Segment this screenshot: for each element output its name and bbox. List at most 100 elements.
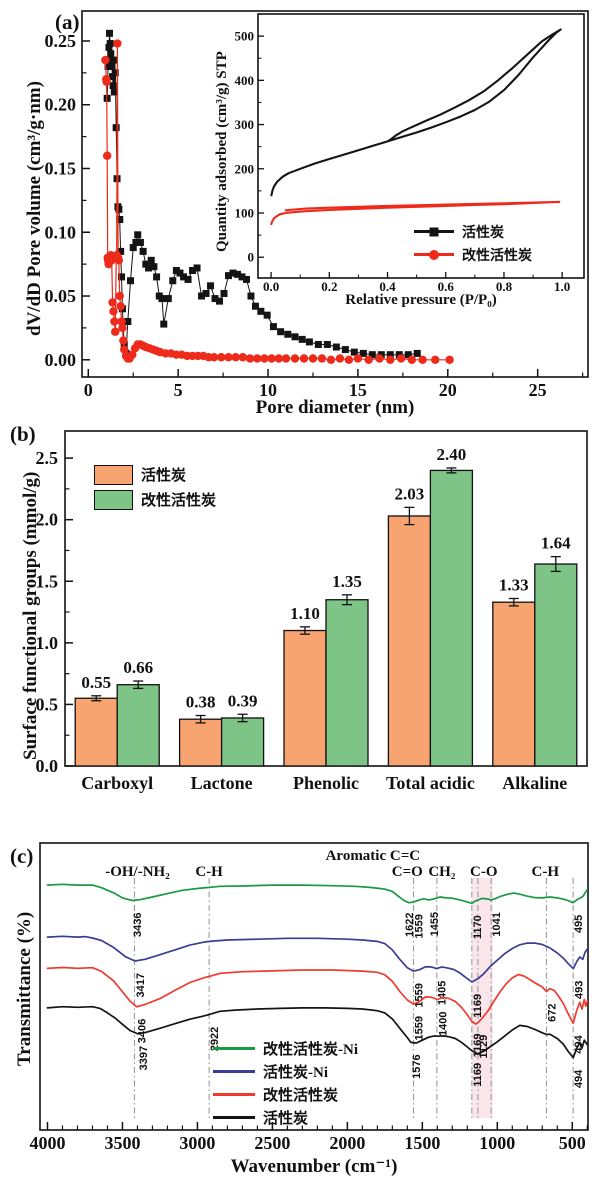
x-tick-label: 10: [259, 380, 277, 400]
inset-legend: 活性炭 改性活性炭: [414, 220, 532, 266]
peak-wavenumber-label: 1559: [414, 914, 426, 938]
panel-a-label: (a): [55, 10, 80, 34]
functional-group-annotation: C-O: [470, 864, 498, 880]
peak-wavenumber-label: 1559: [414, 1016, 426, 1040]
y-tick-label: 1.5: [36, 571, 59, 591]
functional-group-annotation: CH₂: [428, 864, 456, 880]
peak-wavenumber-label: 1455: [429, 912, 441, 936]
inset-y-axis-title: Quantity adsorbed (cm³/g) STP: [214, 51, 230, 252]
ftir-legend-item-2: 改性活性炭: [213, 1083, 358, 1106]
peak-wavenumber-label: 1405: [437, 981, 449, 1005]
x-tick-label: 20: [439, 380, 457, 400]
bar-value-label: 0.39: [228, 691, 258, 710]
surface-functional-groups-bar-chart: 0.0 0.5 1.0 1.5 2.0 2.5 Carboxyl 0.55 0.66 Lacton…: [36, 430, 588, 793]
bar-value-label: 1.33: [499, 576, 529, 595]
legend-label: 活性炭: [462, 225, 504, 241]
category-label: Phenolic: [293, 773, 359, 793]
x-tick-label: 500: [559, 1133, 586, 1153]
series-square: [103, 29, 421, 359]
peak-wavenumber-label: 1622: [404, 913, 416, 937]
x-tick-label: 5: [174, 380, 183, 400]
peak-wavenumber-label: 495: [573, 915, 585, 933]
bar-value-label: 1.10: [290, 604, 320, 623]
bar-carboxyl: [74, 697, 118, 767]
legend-label: 活性炭-Ni: [263, 1065, 328, 1081]
circle-marker-icon: [429, 249, 439, 260]
peak-wavenumber-label: 1400: [437, 1012, 449, 1036]
bar-lactone: [220, 717, 265, 767]
series-circle: [101, 39, 454, 364]
inset-x-tick-label: 0.8: [496, 279, 513, 294]
y-tick-label: 0.00: [45, 350, 77, 370]
legend-line: [414, 249, 454, 260]
peak-wavenumber-label: 3436: [132, 913, 144, 937]
bar-value-label: 2.03: [395, 484, 425, 503]
bar-lactone: [178, 718, 223, 767]
peak-wavenumber-label: 2922: [209, 1027, 221, 1051]
bar-value-label: 0.38: [186, 693, 216, 712]
peak-wavenumber-label: 494: [573, 1069, 585, 1088]
legend-label: 活性炭: [263, 1111, 309, 1127]
inset-y-tick-label: 100: [235, 205, 255, 220]
inset-y-tick-label: 500: [235, 29, 255, 44]
inset-x-axis-title: Relative pressure (P/P₀): [345, 292, 497, 308]
legend-label: 改性活性炭: [263, 1088, 339, 1104]
peak-wavenumber-label: 3397: [138, 1046, 150, 1070]
panel-c-y-axis-title: Transmittance (%): [14, 911, 35, 1066]
bar-phenolic: [283, 629, 327, 767]
bar-value-label: 2.40: [437, 445, 467, 464]
ftir-legend-item-3: 活性炭: [213, 1106, 358, 1129]
y-tick-label: 1.0: [36, 633, 59, 653]
legend-item-activated-carbon: 活性炭: [94, 462, 216, 487]
inset-legend-item-activated-carbon: 活性炭: [414, 220, 532, 243]
inset-x-tick-label: 0.6: [438, 279, 455, 294]
panel-b-y-axis-title: Surface functional groups (mmol/g): [20, 471, 41, 760]
inset-x-tick-label: 0.4: [379, 279, 396, 294]
green-swatch: [94, 489, 133, 510]
inset-legend-item-modified-carbon: 改性活性炭: [414, 243, 532, 266]
category-label: Alkaline: [502, 773, 567, 793]
inset-y-tick-label: 0: [248, 250, 255, 265]
peak-wavenumber-label: 1129: [478, 1035, 490, 1059]
peak-wavenumber-label: 672: [547, 1004, 559, 1022]
legend-line: [213, 1070, 255, 1073]
legend-label: 改性活性炭: [141, 493, 217, 509]
pore-size-distribution-chart: 0 5 10 15 20 250.000.050.100.150.200.250.0 0.2…: [45, 10, 589, 400]
panel-a-x-axis-title: Pore diameter (nm): [255, 397, 415, 418]
y-tick-label: 2.0: [36, 510, 59, 530]
x-tick-label: 1500: [404, 1133, 440, 1153]
peak-wavenumber-label: 1576: [411, 1054, 423, 1078]
peak-wavenumber-label: 3417: [135, 973, 147, 997]
functional-group-annotation: C-H: [532, 864, 560, 880]
bar-chart-legend: 活性炭 改性活性炭: [94, 462, 216, 512]
legend-label: 改性活性炭-Ni: [263, 1042, 358, 1058]
x-tick-label: 1000: [479, 1133, 515, 1153]
category-label: Total acidic: [386, 773, 475, 793]
legend-line: [213, 1116, 255, 1119]
functional-group-annotation: Aromatic C=C: [326, 848, 421, 864]
legend-item-modified-carbon: 改性活性炭: [94, 487, 216, 512]
bar-total-acidic: [429, 469, 474, 767]
y-tick-label: 0.20: [45, 95, 77, 115]
functional-group-annotation: C=O: [392, 864, 423, 880]
y-tick-label: 0.0: [36, 756, 59, 776]
bar-value-label: 1.35: [332, 572, 362, 591]
peak-wavenumber-label: 1041: [491, 912, 503, 936]
square-marker-icon: [429, 227, 439, 236]
inset-x-tick-label: 0.2: [321, 279, 337, 294]
panel-b-label: (b): [10, 422, 36, 446]
inset-y-tick-label: 200: [235, 161, 255, 176]
x-tick-label: 25: [529, 380, 547, 400]
y-tick-label: 0.05: [45, 286, 77, 306]
y-tick-label: 2.5: [36, 448, 59, 468]
ftir-legend-item-1: 活性炭-Ni: [213, 1060, 358, 1083]
functional-group-annotation: -OH/-NH₂: [105, 864, 170, 880]
panel-c-x-axis-title: Wavenumber (cm⁻¹): [230, 1156, 398, 1177]
bar-carboxyl: [116, 684, 160, 767]
peak-wavenumber-label: 3406: [137, 1019, 149, 1043]
category-label: Lactone: [191, 773, 253, 793]
legend-line: [414, 227, 454, 236]
